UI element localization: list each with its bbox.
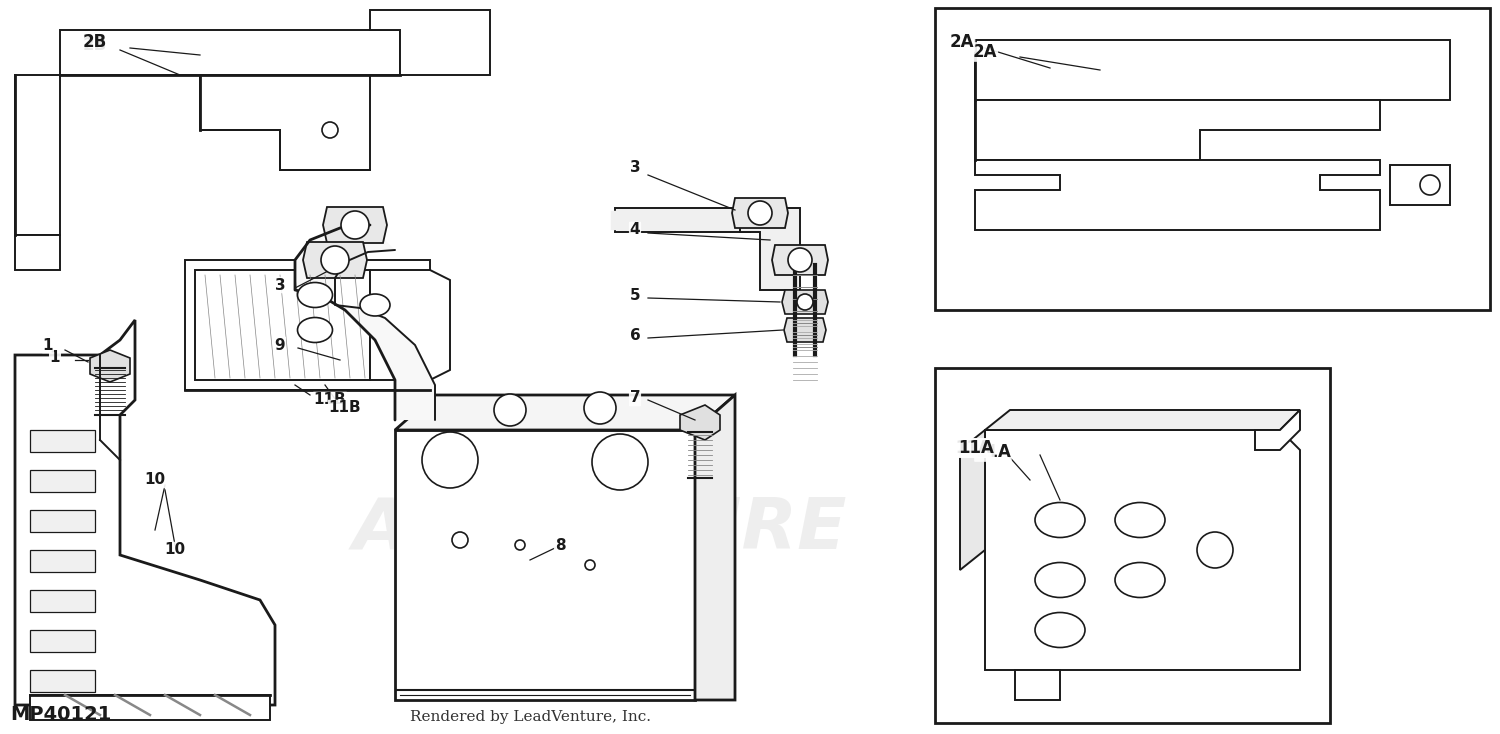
Circle shape [340, 211, 369, 239]
Text: 2A: 2A [950, 33, 975, 51]
Bar [934, 8, 1490, 310]
Polygon shape [15, 235, 60, 270]
Ellipse shape [297, 283, 333, 308]
Ellipse shape [1114, 503, 1166, 537]
Circle shape [321, 246, 350, 274]
Bar [30, 430, 94, 452]
Text: 8: 8 [555, 537, 566, 553]
Ellipse shape [1114, 562, 1166, 597]
Circle shape [592, 434, 648, 490]
Text: 10: 10 [144, 473, 165, 487]
Polygon shape [370, 270, 450, 380]
Polygon shape [975, 160, 1380, 230]
Text: 3: 3 [274, 277, 285, 293]
Polygon shape [195, 270, 370, 380]
Text: MP40121: MP40121 [10, 705, 111, 724]
Polygon shape [986, 430, 1300, 670]
Polygon shape [680, 405, 720, 440]
Bar [30, 470, 94, 492]
Ellipse shape [1035, 503, 1084, 537]
Text: 2A: 2A [972, 43, 998, 61]
Text: 3: 3 [630, 161, 640, 175]
Polygon shape [90, 350, 130, 382]
Text: 1: 1 [50, 351, 60, 366]
Circle shape [422, 432, 478, 488]
Text: 4: 4 [630, 222, 640, 238]
Polygon shape [772, 245, 828, 275]
Ellipse shape [1035, 612, 1084, 647]
Circle shape [748, 201, 772, 225]
Bar [30, 510, 94, 532]
Ellipse shape [1035, 562, 1084, 597]
Polygon shape [784, 318, 826, 342]
Text: 11A: 11A [975, 443, 1011, 461]
Circle shape [452, 532, 468, 548]
Text: 11B: 11B [328, 401, 362, 415]
Polygon shape [30, 695, 270, 720]
Ellipse shape [297, 318, 333, 343]
Polygon shape [615, 208, 750, 232]
Circle shape [1420, 175, 1440, 195]
Circle shape [1197, 532, 1233, 568]
Text: 11A: 11A [956, 439, 992, 457]
Polygon shape [200, 75, 370, 170]
Polygon shape [15, 75, 60, 235]
Circle shape [322, 122, 338, 138]
Circle shape [585, 560, 596, 570]
Text: 11A: 11A [958, 439, 994, 457]
Polygon shape [15, 320, 274, 705]
Polygon shape [1016, 670, 1060, 700]
Bar [30, 670, 94, 692]
Text: 5: 5 [630, 288, 640, 302]
Polygon shape [975, 40, 1450, 100]
Polygon shape [60, 30, 400, 75]
Circle shape [788, 248, 812, 272]
Circle shape [584, 392, 616, 424]
Text: 11B: 11B [314, 393, 346, 407]
Polygon shape [184, 260, 430, 390]
Polygon shape [732, 198, 788, 228]
Text: 10: 10 [165, 542, 186, 558]
Bar [30, 550, 94, 572]
Polygon shape [1390, 165, 1450, 205]
Text: Rendered by LeadVenture, Inc.: Rendered by LeadVenture, Inc. [410, 710, 651, 724]
Polygon shape [394, 430, 694, 700]
Polygon shape [394, 395, 735, 430]
Bar [934, 368, 1330, 723]
Polygon shape [1256, 410, 1300, 450]
Circle shape [514, 540, 525, 550]
Polygon shape [986, 410, 1300, 430]
Text: 6: 6 [630, 327, 640, 343]
Polygon shape [960, 430, 986, 570]
Polygon shape [296, 225, 435, 420]
Polygon shape [303, 242, 368, 278]
Bar [30, 630, 94, 652]
Circle shape [494, 394, 526, 426]
Text: 7: 7 [630, 390, 640, 405]
Bar [30, 590, 94, 612]
Text: 9: 9 [274, 338, 285, 352]
Polygon shape [740, 208, 800, 290]
Polygon shape [322, 207, 387, 243]
Ellipse shape [360, 294, 390, 316]
Polygon shape [694, 395, 735, 700]
Text: 2B: 2B [82, 36, 106, 54]
Text: ADVENTURE: ADVENTURE [352, 495, 848, 564]
Polygon shape [782, 290, 828, 314]
Circle shape [796, 294, 813, 310]
Text: 2B: 2B [82, 33, 106, 51]
Polygon shape [370, 10, 490, 75]
Text: 1: 1 [42, 338, 54, 352]
Polygon shape [975, 100, 1380, 160]
